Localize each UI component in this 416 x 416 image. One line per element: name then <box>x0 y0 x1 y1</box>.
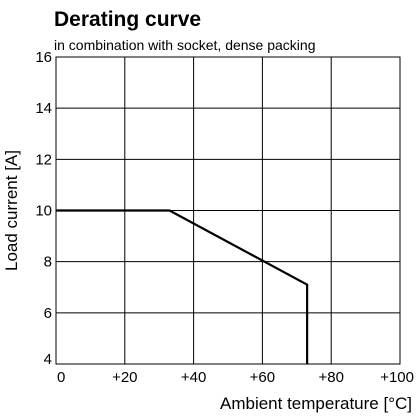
x-tick-labels: 0 +20 +40 +60 +80 +100 <box>57 369 414 386</box>
derating-curve-line-0 <box>56 209 309 364</box>
y-tick-label-6: 16 <box>35 49 52 66</box>
x-tick-label-4: +80 <box>318 369 343 386</box>
series-layer <box>56 209 309 364</box>
chart-title: Derating curve <box>54 8 201 31</box>
y-axis-title: Load current [A] <box>2 150 21 271</box>
x-tick-label-1: +20 <box>112 369 137 386</box>
x-tick-label-3: +60 <box>250 369 275 386</box>
y-tick-label-0: 4 <box>44 351 52 368</box>
y-tick-labels: 4 6 8 10 12 14 16 <box>35 49 52 368</box>
y-tick-label-2: 8 <box>44 254 52 271</box>
x-tick-label-2: +40 <box>181 369 206 386</box>
x-tick-label-0: 0 <box>57 369 65 386</box>
y-tick-label-4: 12 <box>35 151 52 168</box>
x-tick-label-5: +100 <box>380 369 414 386</box>
x-axis-title: Ambient temperature [°C] <box>220 394 412 413</box>
y-tick-label-5: 14 <box>35 100 52 117</box>
y-tick-label-3: 10 <box>35 203 52 220</box>
y-tick-label-1: 6 <box>44 305 52 322</box>
chart-subtitle: in combination with socket, dense packin… <box>54 37 315 53</box>
